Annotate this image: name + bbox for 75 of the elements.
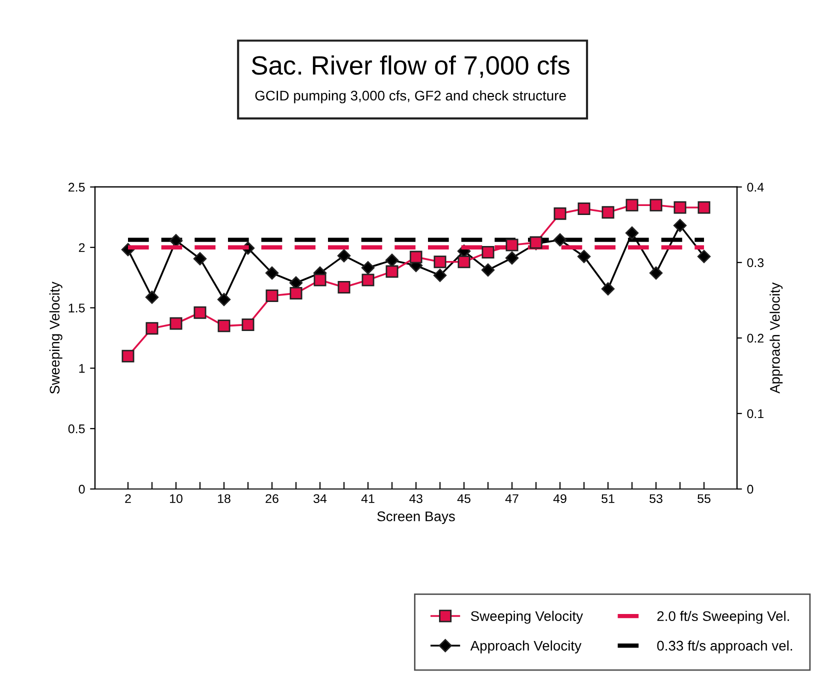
point bbox=[673, 218, 687, 232]
y-axis-title: Sweeping Velocity bbox=[49, 282, 62, 394]
point bbox=[145, 290, 159, 304]
x-tick-label: 47 bbox=[505, 494, 518, 503]
point bbox=[410, 250, 422, 264]
point bbox=[505, 251, 519, 265]
x-tick-label: 34 bbox=[314, 494, 327, 504]
point bbox=[146, 322, 158, 335]
x-tick-label: 18 bbox=[218, 494, 230, 504]
y-tick-label: 1 bbox=[79, 364, 85, 373]
point bbox=[698, 201, 710, 214]
x-tick-label: 53 bbox=[650, 494, 662, 504]
point bbox=[434, 256, 446, 268]
point bbox=[674, 201, 686, 214]
x-tick-label: 45 bbox=[457, 494, 470, 504]
point bbox=[170, 317, 182, 330]
point bbox=[506, 238, 518, 252]
point bbox=[625, 226, 639, 240]
y2-tick-label: 0 bbox=[747, 484, 754, 494]
point bbox=[362, 274, 374, 286]
point bbox=[481, 263, 495, 277]
point bbox=[265, 266, 279, 280]
x-tick-label: 55 bbox=[698, 494, 710, 504]
y2-tick-label: 0.3 bbox=[747, 258, 764, 268]
point bbox=[385, 254, 399, 267]
x-tick-label: 41 bbox=[361, 494, 374, 503]
point bbox=[242, 318, 254, 331]
point bbox=[577, 250, 591, 264]
point bbox=[697, 250, 711, 264]
y2-tick-label: 0.4 bbox=[747, 182, 764, 192]
legend-label: Approach Velocity bbox=[470, 640, 582, 654]
point bbox=[601, 282, 615, 296]
point bbox=[338, 281, 350, 294]
x-axis-title: Screen Bays bbox=[377, 511, 455, 524]
point bbox=[218, 320, 230, 332]
x-tick-label: 51 bbox=[602, 494, 614, 504]
point bbox=[554, 207, 566, 220]
point bbox=[290, 287, 302, 300]
point bbox=[578, 202, 590, 215]
point bbox=[337, 249, 351, 262]
point bbox=[314, 274, 326, 286]
point bbox=[626, 198, 638, 212]
y2-tick-label: 0.2 bbox=[747, 334, 764, 343]
point bbox=[649, 266, 663, 280]
y2-tick-label: 0.1 bbox=[747, 409, 764, 418]
x-tick-label: 10 bbox=[170, 494, 182, 504]
legend-label: 0.33 ft/s approach vel. bbox=[657, 640, 792, 654]
point bbox=[169, 234, 183, 248]
point bbox=[482, 246, 494, 258]
y-tick-label: 0 bbox=[78, 484, 85, 494]
point bbox=[217, 292, 231, 306]
x-tick-label: 43 bbox=[409, 494, 422, 504]
chart-title: Sac. River flow of 7,000 cfs bbox=[252, 55, 570, 78]
point bbox=[266, 289, 278, 302]
point bbox=[433, 268, 447, 282]
y-tick-label: 2.5 bbox=[68, 182, 85, 192]
point bbox=[122, 350, 134, 362]
point bbox=[361, 261, 375, 274]
point bbox=[193, 252, 207, 266]
point bbox=[386, 265, 398, 278]
x-tick-label: 2 bbox=[125, 494, 131, 503]
point bbox=[458, 256, 470, 268]
point bbox=[602, 206, 614, 219]
point bbox=[194, 306, 206, 319]
chart-subtitle: GCID pumping 3,000 cfs, GF2 and check structure bbox=[255, 90, 566, 104]
y-tick-label: 1.5 bbox=[68, 304, 85, 312]
y2-axis-title: Approach Velocity bbox=[770, 282, 783, 394]
point bbox=[650, 198, 662, 212]
legend-label: Sweeping Velocity bbox=[470, 610, 584, 624]
legend-label: 2.0 ft/s Sweeping Vel. bbox=[657, 610, 789, 624]
x-tick-label: 49 bbox=[553, 494, 566, 504]
point bbox=[553, 233, 567, 246]
y-tick-label: 0.5 bbox=[68, 424, 85, 434]
x-tick-label: 26 bbox=[266, 494, 278, 504]
y-tick-label: 2 bbox=[78, 243, 85, 252]
